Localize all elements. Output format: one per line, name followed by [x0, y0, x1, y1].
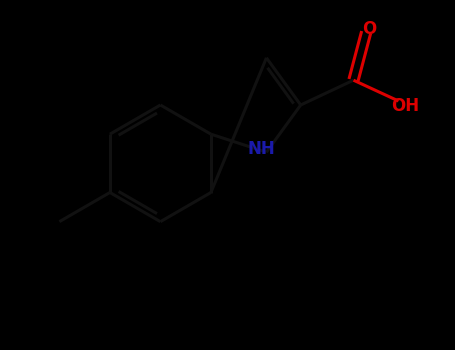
- Text: O: O: [362, 20, 376, 38]
- Text: NH: NH: [248, 140, 276, 158]
- Text: OH: OH: [391, 97, 420, 115]
